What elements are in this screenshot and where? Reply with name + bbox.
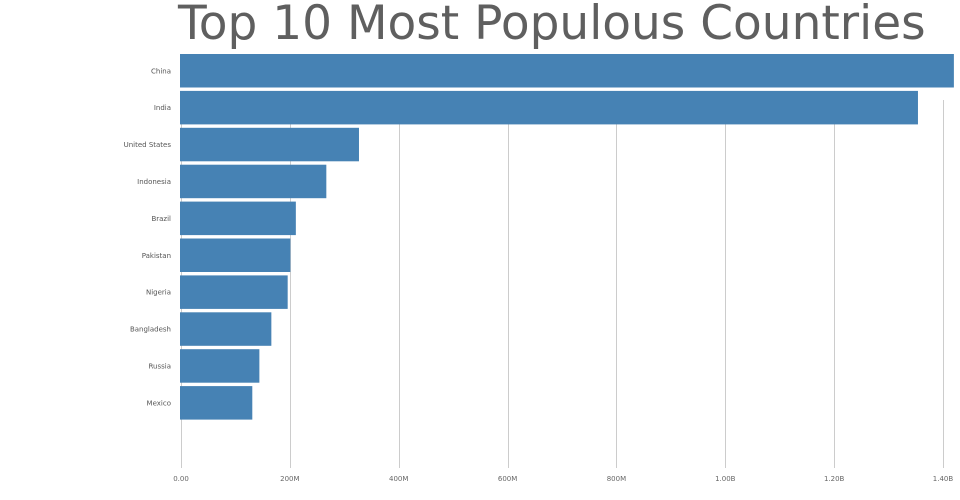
category-label: Indonesia [137,178,171,186]
category-label: Nigeria [146,289,171,297]
x-tick-label: 1.40B [933,475,954,483]
bar [180,312,272,346]
x-tick-label: 200M [280,475,299,483]
gridlines [181,100,944,468]
x-tick-label: 0.00 [173,475,189,483]
x-tick-label: 800M [607,475,626,483]
x-tick-label: 600M [498,475,517,483]
bar [180,90,918,125]
category-label: United States [124,141,172,149]
category-label: Brazil [151,215,171,223]
bars [180,54,954,420]
bar [180,127,359,162]
chart-title: Top 10 Most Populous Countries [178,0,926,51]
x-tick-label: 400M [389,475,408,483]
bar [180,349,260,383]
bar [180,164,327,199]
category-label: Russia [148,362,171,370]
bar [180,238,291,272]
category-label: China [151,67,171,75]
bar [180,386,253,420]
bar [180,54,954,88]
category-label: Pakistan [142,252,171,260]
bar [180,201,296,236]
bar [180,275,288,309]
category-label: Bangladesh [130,326,171,334]
x-axis-ticks: 0.00 200M 400M 600M 800M 1.00B 1.20B 1.40B [173,475,953,483]
category-labels: China India United States Indonesia Brazil Pa… [124,67,172,407]
category-label: India [154,104,171,112]
x-tick-label: 1.00B [715,475,736,483]
x-tick-label: 1.20B [824,475,845,483]
category-label: Mexico [147,399,171,407]
